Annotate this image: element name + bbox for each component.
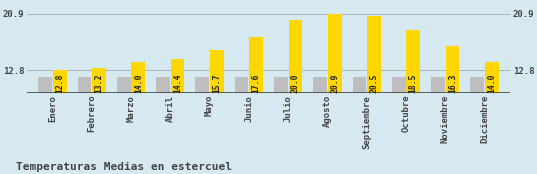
Bar — [53, 70, 67, 93]
Bar — [171, 59, 185, 93]
Bar — [470, 77, 484, 93]
Bar — [274, 77, 288, 93]
Text: 14.0: 14.0 — [134, 73, 143, 93]
Text: 14.0: 14.0 — [487, 73, 496, 93]
Bar — [249, 37, 263, 93]
Bar — [39, 77, 52, 93]
Bar — [210, 50, 224, 93]
Bar — [446, 46, 459, 93]
Text: 13.2: 13.2 — [95, 73, 104, 93]
Text: 20.0: 20.0 — [291, 73, 300, 93]
Text: 12.8: 12.8 — [55, 73, 64, 93]
Text: 20.5: 20.5 — [369, 73, 379, 93]
Text: 15.7: 15.7 — [212, 73, 221, 93]
Bar — [132, 62, 145, 93]
Bar — [407, 30, 420, 93]
Text: Temperaturas Medias en estercuel: Temperaturas Medias en estercuel — [16, 162, 232, 172]
Bar — [117, 77, 130, 93]
Bar — [313, 77, 327, 93]
Bar — [328, 14, 342, 93]
Bar — [195, 77, 209, 93]
Bar — [352, 77, 366, 93]
Text: 16.3: 16.3 — [448, 73, 457, 93]
Bar — [367, 16, 381, 93]
Bar — [485, 62, 498, 93]
Bar — [288, 20, 302, 93]
Text: 17.6: 17.6 — [252, 73, 260, 93]
Text: 14.4: 14.4 — [173, 73, 182, 93]
Bar — [431, 77, 445, 93]
Bar — [392, 77, 405, 93]
Bar — [156, 77, 170, 93]
Bar — [235, 77, 249, 93]
Text: 18.5: 18.5 — [409, 73, 418, 93]
Bar — [92, 68, 106, 93]
Bar — [78, 77, 91, 93]
Text: 20.9: 20.9 — [330, 73, 339, 93]
